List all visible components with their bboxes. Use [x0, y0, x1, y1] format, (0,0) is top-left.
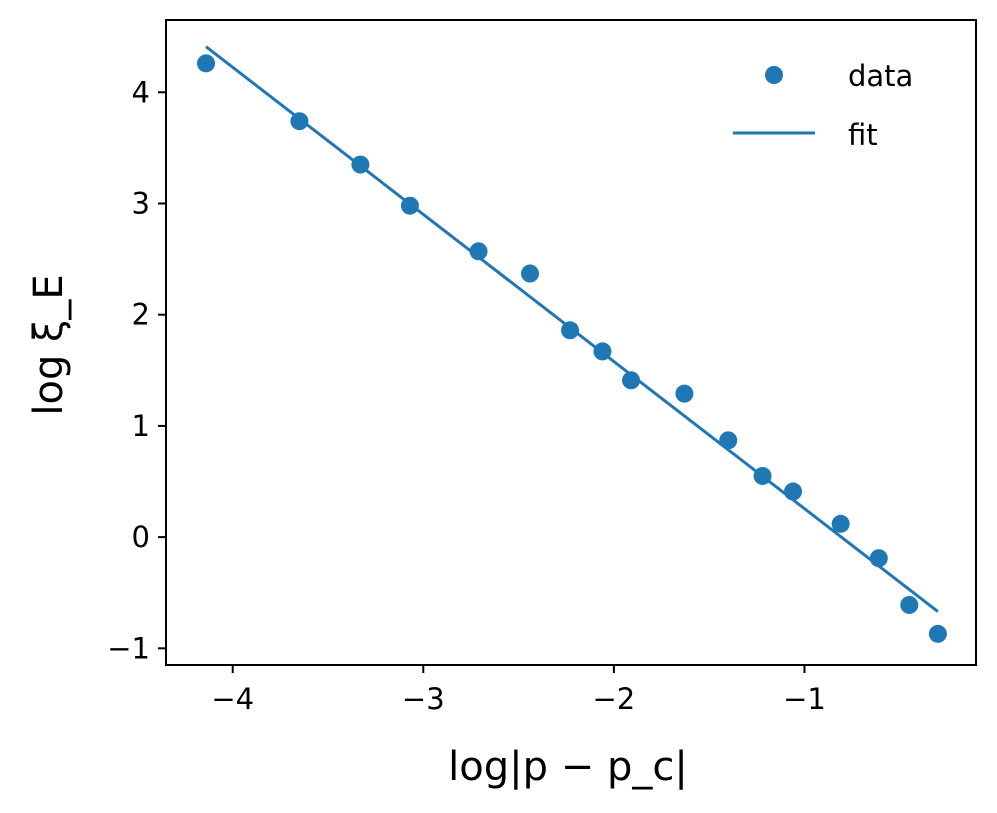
data-point: [469, 242, 488, 261]
y-tick-label: 2: [132, 298, 150, 332]
data-point: [784, 482, 803, 501]
data-point: [753, 466, 772, 485]
data-point: [622, 371, 641, 390]
y-axis-label: log ξ_E: [26, 274, 72, 415]
data-point: [593, 342, 612, 361]
x-axis: −4 −3 −2 −1: [211, 665, 826, 716]
legend-marker-data: [765, 66, 783, 84]
legend: data fit: [733, 59, 913, 152]
y-axis: −1 0 1 2 3 4: [107, 75, 166, 665]
y-tick-label: 4: [132, 75, 150, 109]
data-point: [831, 514, 850, 533]
x-tick-label: −1: [783, 682, 826, 716]
data-point: [900, 595, 919, 614]
y-tick-label: 1: [132, 409, 150, 443]
data-point: [869, 549, 888, 568]
data-point: [351, 155, 370, 174]
data-point: [719, 431, 738, 450]
data-point: [561, 321, 580, 340]
y-tick-label: −1: [107, 631, 150, 665]
x-axis-label-text: log|p − p_c|: [448, 744, 688, 790]
data-point: [197, 54, 216, 73]
x-tick-label: −4: [211, 682, 254, 716]
data-point: [290, 112, 309, 131]
plot-frame: [165, 19, 977, 666]
x-tick-label: −2: [593, 682, 636, 716]
y-tick-label: 3: [132, 186, 150, 220]
data-point: [675, 384, 694, 403]
y-tick-label: 0: [132, 520, 150, 554]
plot-area: [197, 45, 947, 643]
data-point: [928, 624, 947, 643]
y-axis-label-text: log ξ_E: [26, 274, 72, 415]
data-point: [521, 264, 540, 283]
data-point: [400, 196, 419, 215]
x-tick-label: −3: [402, 682, 445, 716]
legend-label-fit: fit: [848, 118, 878, 152]
x-axis-label: log|p − p_c|: [448, 744, 688, 790]
legend-label-data: data: [848, 59, 913, 93]
